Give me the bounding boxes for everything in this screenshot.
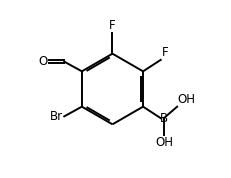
Text: B: B (159, 112, 167, 125)
Text: F: F (161, 46, 167, 59)
Text: OH: OH (154, 136, 172, 149)
Text: O: O (38, 55, 48, 68)
Text: F: F (109, 19, 115, 32)
Text: Br: Br (50, 110, 63, 123)
Text: OH: OH (177, 93, 195, 106)
